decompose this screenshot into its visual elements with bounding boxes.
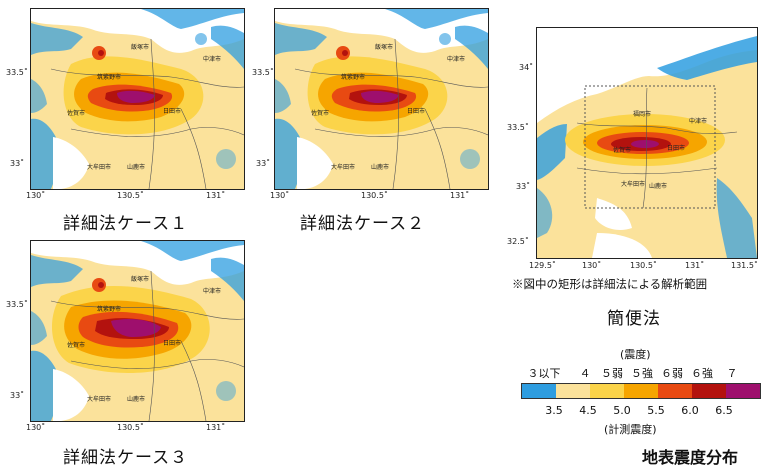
map-case1-ytick-2: 33˚ xyxy=(10,159,25,168)
seismic-map-case2 xyxy=(275,9,488,189)
map-case3-frame xyxy=(30,240,245,422)
seismic-map-simple: 福岡市 中津市 佐賀市 日田市 大牟田市 山鹿市 xyxy=(537,28,757,258)
map-case2-caption: 詳細法ケース２ xyxy=(300,214,426,234)
map-case1-xtick-2: 130.5˚ xyxy=(117,191,144,200)
map-case3-xtick-1: 130˚ xyxy=(26,423,46,432)
map-simple-ytick-3: 33˚ xyxy=(516,182,531,191)
map-case2-frame xyxy=(274,8,489,190)
legend-num-3: 5.0 xyxy=(613,404,631,417)
map-case1-xtick-1: 130˚ xyxy=(26,191,46,200)
map-case3-caption: 詳細法ケース３ xyxy=(63,448,189,468)
legend-color-bar xyxy=(521,383,761,399)
map-simple-xtick-5: 131.5˚ xyxy=(731,261,758,270)
map-simple-xtick-2: 130˚ xyxy=(582,261,602,270)
legend-swatch-4 xyxy=(624,383,658,399)
map-simple-ytick-1: 34˚ xyxy=(519,63,534,72)
map-case3-ytick-2: 33˚ xyxy=(10,391,25,400)
map-simple-xtick-4: 131˚ xyxy=(685,261,705,270)
map-simple-xtick-3: 130.5˚ xyxy=(630,261,657,270)
legend-swatch-3 xyxy=(590,383,624,399)
legend-cat-1: ３以下 xyxy=(527,367,561,380)
map-case1-ytick-1: 33.5˚ xyxy=(6,68,28,77)
legend-cat-4: ５強 xyxy=(631,367,653,380)
legend-cat-7: ７ xyxy=(726,367,738,380)
map-simple-place-3: 佐賀市 xyxy=(613,146,631,154)
map-simple-ytick-2: 33.5˚ xyxy=(507,123,529,132)
legend-num-4: 5.5 xyxy=(647,404,665,417)
legend-num-1: 3.5 xyxy=(545,404,563,417)
legend-swatch-1 xyxy=(522,383,556,399)
map-case3-ytick-1: 33.5˚ xyxy=(6,300,28,309)
legend-num-5: 6.0 xyxy=(681,404,699,417)
legend-cat-5: ６弱 xyxy=(661,367,683,380)
map-case2-ytick-1: 33.5˚ xyxy=(252,68,274,77)
map-case2-xtick-3: 131˚ xyxy=(450,191,470,200)
legend-title: (震度) xyxy=(620,348,651,361)
map-case2-xtick-1: 130˚ xyxy=(270,191,290,200)
legend-swatch-5 xyxy=(658,383,692,399)
legend-num-2: 4.5 xyxy=(579,404,597,417)
analysis-range-note: ※図中の矩形は詳細法による解析範囲 xyxy=(512,277,708,291)
map-case3-xtick-2: 130.5˚ xyxy=(117,423,144,432)
legend-cat-6: ６強 xyxy=(691,367,713,380)
map-case1-caption: 詳細法ケース１ xyxy=(63,214,189,234)
legend-swatch-2 xyxy=(556,383,590,399)
legend-swatch-7 xyxy=(726,383,760,399)
map-simple-place-1: 福岡市 xyxy=(633,110,651,118)
map-simple-place-4: 日田市 xyxy=(667,144,685,152)
map-simple-caption: 簡便法 xyxy=(607,309,661,329)
map-simple-place-5: 大牟田市 xyxy=(621,180,645,188)
seismic-map-case3 xyxy=(31,241,244,421)
legend-cat-2: ４ xyxy=(579,367,591,380)
map-simple-ytick-4: 32.5˚ xyxy=(507,237,529,246)
map-case2-xtick-2: 130.5˚ xyxy=(361,191,388,200)
map-case1-xtick-3: 131˚ xyxy=(206,191,226,200)
map-simple-place-6: 山鹿市 xyxy=(649,182,667,190)
figure-title: 地表震度分布 xyxy=(642,448,739,467)
map-simple-place-2: 中津市 xyxy=(689,117,707,125)
map-simple-xtick-1: 129.5˚ xyxy=(529,261,556,270)
legend-num-6: 6.5 xyxy=(715,404,733,417)
map-case2-ytick-2: 33˚ xyxy=(256,159,271,168)
map-case1-frame xyxy=(30,8,245,190)
seismic-map-case1 xyxy=(31,9,244,189)
map-case3-xtick-3: 131˚ xyxy=(206,423,226,432)
map-simple-frame: 福岡市 中津市 佐賀市 日田市 大牟田市 山鹿市 xyxy=(536,27,758,259)
legend-subtitle: (計測震度) xyxy=(604,423,657,436)
legend-swatch-6 xyxy=(692,383,726,399)
legend-cat-3: ５弱 xyxy=(601,367,623,380)
